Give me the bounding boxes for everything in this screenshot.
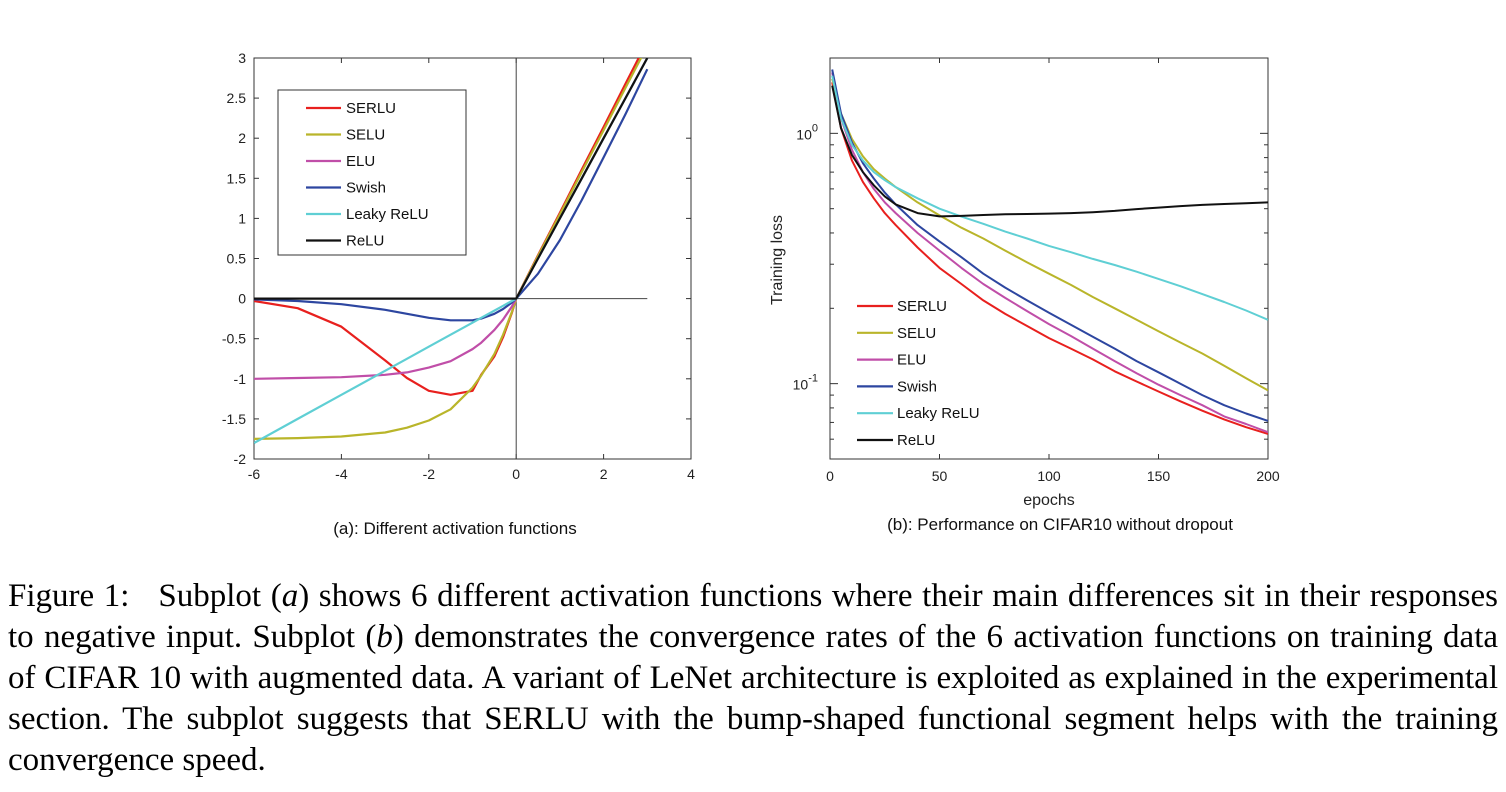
panel-b-ylabel: Training loss	[769, 215, 786, 305]
b-xtick-label: 0	[826, 468, 834, 484]
a-xtick-label: 2	[600, 466, 608, 482]
a-xtick-label: -6	[248, 466, 261, 482]
b-line-swish	[831, 69, 1268, 422]
panel-a-series-lines	[254, 58, 649, 444]
caption-text-3: ) demonstrates the convergence rates of …	[8, 619, 1499, 778]
b-legend-label-leaky-relu: Leaky ReLU	[897, 405, 980, 422]
b-ytick-label: 10-1	[793, 373, 818, 393]
a-legend-label-swish: Swish	[346, 180, 386, 197]
caption-math-b: b	[376, 619, 393, 655]
a-xtick-label: 0	[512, 466, 520, 482]
a-line-selu	[254, 58, 643, 440]
b-line-relu	[831, 85, 1268, 218]
a-ytick-label: 3	[238, 50, 246, 66]
a-ytick-label: 1.5	[227, 170, 247, 186]
b-line-elu	[831, 72, 1268, 434]
b-xtick-label: 150	[1147, 468, 1171, 484]
a-ytick-label: -2	[234, 451, 247, 467]
figure: -6 -4 -2 0 2 4 -2 -1.5 -1 -0.5 0 0.5 1 1.5 2 2.5 3 SERLU…	[222, 50, 1280, 538]
b-xtick-label: 100	[1037, 468, 1061, 484]
a-legend-label-serlu: SERLU	[346, 100, 396, 117]
b-line-selu	[831, 78, 1268, 392]
a-xtick-label: -4	[335, 466, 348, 482]
panel-b-caption: (b): Performance on CIFAR10 without drop…	[887, 515, 1233, 534]
b-legend-label-serlu: SERLU	[897, 298, 947, 315]
a-legend-label-selu: SELU	[346, 127, 385, 144]
a-line-swish	[254, 68, 649, 322]
a-ytick-label: 2	[238, 130, 246, 146]
a-ytick-label: 0.5	[227, 251, 247, 267]
a-ytick-label: -1.5	[222, 411, 246, 427]
panel-a-legend: SERLU SELU ELU Swish Leaky ReLU ReLU	[277, 89, 467, 256]
a-ytick-label: -0.5	[222, 331, 246, 347]
a-ytick-label: 0	[238, 291, 246, 307]
caption-math-a: a	[281, 578, 299, 614]
b-ytick-base: 10	[793, 377, 809, 393]
b-ytick-exponent: -1	[808, 373, 818, 385]
caption-text-1: Subplot (	[158, 578, 282, 614]
panel-a-ticks: -6 -4 -2 0 2 4 -2 -1.5 -1 -0.5 0 0.5 1 1.5 2 2.5 3	[222, 50, 695, 482]
caption-label: Figure 1:	[8, 578, 130, 614]
b-ytick-base: 10	[796, 126, 812, 142]
a-legend-label-relu: ReLU	[346, 233, 384, 250]
a-ytick-label: 2.5	[227, 90, 247, 106]
a-ytick-label: -1	[234, 371, 247, 387]
b-ytick-exponent: 0	[812, 122, 818, 134]
panel-b-plot-box	[829, 57, 1269, 460]
a-line-serlu	[254, 58, 640, 396]
a-line-relu	[254, 58, 649, 300]
b-line-leaky-relu	[831, 75, 1268, 321]
a-legend-box	[277, 89, 467, 256]
panel-a-caption: (a): Different activation functions	[333, 519, 576, 538]
panel-b-xlabel: epochs	[1023, 492, 1075, 509]
caption-text-2: ) shows 6 different activation functions…	[8, 578, 1499, 655]
b-legend-label-selu: SELU	[897, 325, 936, 342]
panel-b-series-lines	[831, 69, 1268, 435]
a-xtick-label: -2	[423, 466, 436, 482]
figure-caption: Figure 1: Subplot (a) shows 6 different …	[8, 576, 1498, 781]
a-legend-label-elu: ELU	[346, 153, 375, 170]
b-ytick-label: 100	[796, 122, 818, 142]
a-ytick-label: 1	[238, 210, 246, 226]
b-xtick-label: 50	[932, 468, 948, 484]
b-legend-label-swish: Swish	[897, 378, 937, 395]
panel-b-legend: SERLU SELU ELU Swish Leaky ReLU ReLU	[857, 298, 980, 449]
b-legend-label-elu: ELU	[897, 352, 926, 369]
a-legend-label-leaky-relu: Leaky ReLU	[346, 206, 429, 223]
b-xtick-label: 200	[1256, 468, 1280, 484]
panel-a-activation-functions: -6 -4 -2 0 2 4 -2 -1.5 -1 -0.5 0 0.5 1 1.5 2 2.5 3 SERLU…	[222, 50, 695, 538]
a-xtick-label: 4	[687, 466, 695, 482]
b-legend-label-relu: ReLU	[897, 432, 935, 449]
b-line-serlu	[831, 82, 1268, 435]
